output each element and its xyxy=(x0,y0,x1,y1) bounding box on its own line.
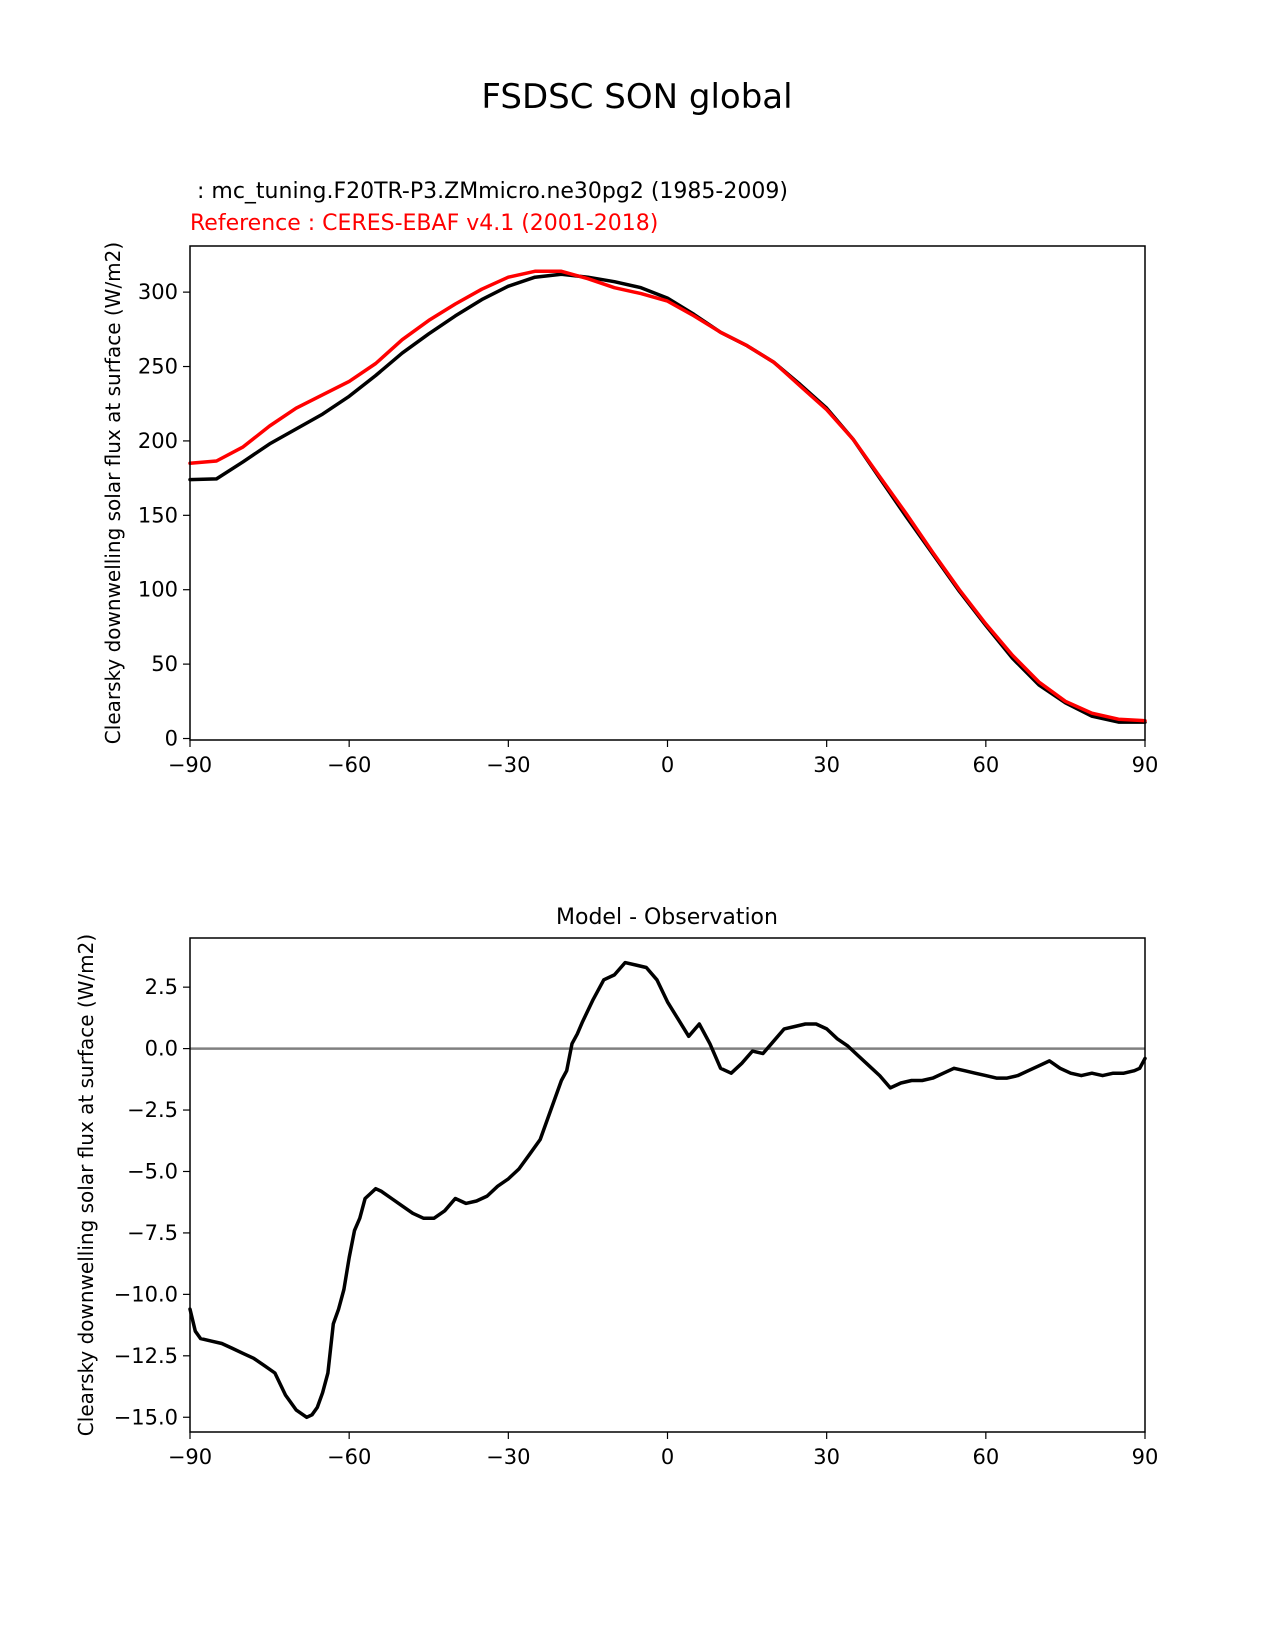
bottom-x-tick-label: −90 xyxy=(168,1445,212,1469)
top-series-line-0 xyxy=(188,272,1147,724)
top-y-tick-label: 50 xyxy=(151,652,178,676)
bottom-x-axis: −90 −60 −30 0 30 60 90 xyxy=(168,1432,1159,1469)
top-y-axis: 0 50 100 150 200 250 300 xyxy=(138,280,190,751)
bottom-x-tick-label: −30 xyxy=(486,1445,530,1469)
bottom-y-tick-label: −12.5 xyxy=(114,1344,178,1368)
top-y-tick-label: 0 xyxy=(165,727,178,751)
top-y-tick-label: 300 xyxy=(138,280,178,304)
top-panel: : mc_tuning.F20TR-P3.ZMmicro.ne30pg2 (19… xyxy=(101,179,1158,777)
bottom-title: Model - Observation xyxy=(556,905,778,930)
top-y-axis-label: Clearsky downwelling solar flux at surfa… xyxy=(101,242,125,744)
bottom-x-tick-label: 90 xyxy=(1132,1445,1159,1469)
bottom-series-line-0 xyxy=(188,960,1147,1420)
bottom-x-tick-label: −60 xyxy=(327,1445,371,1469)
top-series-line-1 xyxy=(188,269,1147,723)
bottom-axes-frame xyxy=(189,937,1146,1433)
top-x-tick-label: −30 xyxy=(486,753,530,777)
top-x-tick-label: 0 xyxy=(661,753,674,777)
figure-title: FSDSC SON global xyxy=(481,77,792,117)
top-y-tick-label: 150 xyxy=(138,503,178,527)
bottom-x-tick-label: 60 xyxy=(972,1445,999,1469)
top-x-tick-label: 90 xyxy=(1132,753,1159,777)
top-x-tick-label: 60 xyxy=(972,753,999,777)
top-y-tick-label: 200 xyxy=(138,429,178,453)
top-x-tick-label: −90 xyxy=(168,753,212,777)
bottom-y-tick-label: −5.0 xyxy=(127,1159,178,1183)
top-plot-area xyxy=(188,269,1147,724)
top-y-tick-label: 250 xyxy=(138,355,178,379)
bottom-y-tick-label: −7.5 xyxy=(127,1221,178,1245)
top-y-tick-label: 100 xyxy=(138,578,178,602)
bottom-y-axis: 2.5 0.0 −2.5 −5.0 −7.5 −10.0 −12.5 −15.0 xyxy=(114,975,190,1429)
top-test-label: : mc_tuning.F20TR-P3.ZMmicro.ne30pg2 (19… xyxy=(190,179,788,204)
bottom-y-tick-label: −2.5 xyxy=(127,1098,178,1122)
bottom-y-tick-label: −10.0 xyxy=(114,1282,178,1306)
bottom-y-tick-label: −15.0 xyxy=(114,1405,178,1429)
top-ref-label: Reference : CERES-EBAF v4.1 (2001-2018) xyxy=(190,211,658,236)
bottom-y-tick-label: 0.0 xyxy=(145,1037,178,1061)
bottom-x-tick-label: 30 xyxy=(813,1445,840,1469)
bottom-panel: Model - Observation −90 −60 −30 0 30 60 90 2.5… xyxy=(74,905,1158,1469)
top-x-tick-label: 30 xyxy=(813,753,840,777)
bottom-plot-area xyxy=(188,960,1147,1420)
top-x-tick-label: −60 xyxy=(327,753,371,777)
bottom-y-axis-label: Clearsky downwelling solar flux at surfa… xyxy=(74,934,98,1436)
bottom-y-tick-label: 2.5 xyxy=(145,975,178,999)
top-x-axis: −90 −60 −30 0 30 60 90 xyxy=(168,740,1159,777)
bottom-x-tick-label: 0 xyxy=(661,1445,674,1469)
top-axes-frame xyxy=(189,245,1146,741)
